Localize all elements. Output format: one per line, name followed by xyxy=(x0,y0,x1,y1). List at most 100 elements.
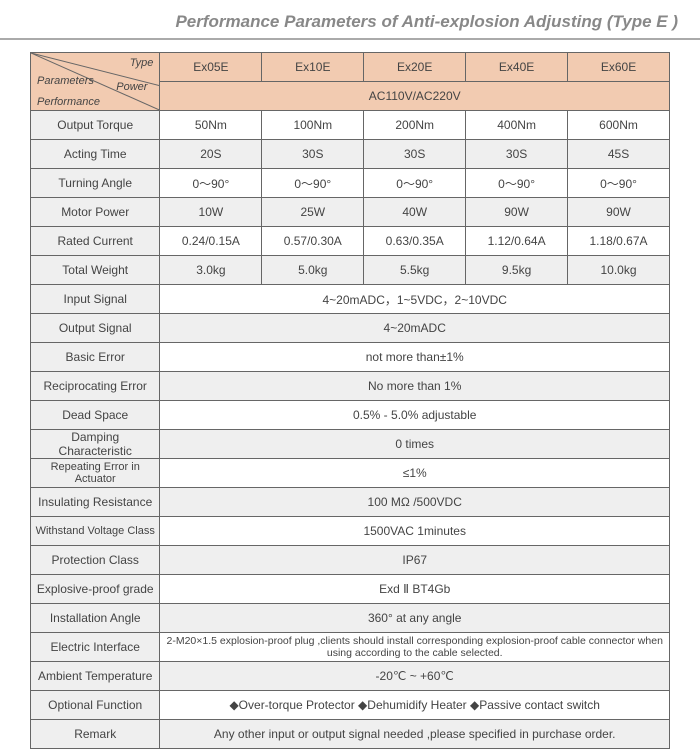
param-value: 200Nm xyxy=(364,111,466,140)
table-row: Output Torque50Nm100Nm200Nm400Nm600Nm xyxy=(31,111,670,140)
header-row-1: Type Parameters Power Performance Ex05E … xyxy=(31,53,670,82)
param-value-span: ≤1% xyxy=(160,459,670,488)
param-label: Optional Function xyxy=(31,691,160,720)
spec-table: Type Parameters Power Performance Ex05E … xyxy=(30,52,670,749)
param-value: 25W xyxy=(262,198,364,227)
param-label: Installation Angle xyxy=(31,604,160,633)
param-label: Ambient Temperature xyxy=(31,662,160,691)
param-value: 90W xyxy=(568,198,670,227)
col-header: Ex05E xyxy=(160,53,262,82)
param-value: 90W xyxy=(466,198,568,227)
param-value-span: 2-M20×1.5 explosion-proof plug ,clients … xyxy=(160,633,670,662)
param-value: 400Nm xyxy=(466,111,568,140)
param-label: Explosive-proof grade xyxy=(31,575,160,604)
param-value: 20S xyxy=(160,140,262,169)
table-row: Withstand Voltage Class1500VAC 1minutes xyxy=(31,517,670,546)
col-header: Ex60E xyxy=(568,53,670,82)
param-value: 3.0kg xyxy=(160,256,262,285)
param-label: Acting Time xyxy=(31,140,160,169)
table-row: Repeating Error in Actuator≤1% xyxy=(31,459,670,488)
param-label: Reciprocating Error xyxy=(31,372,160,401)
param-value: 10.0kg xyxy=(568,256,670,285)
param-value: 5.0kg xyxy=(262,256,364,285)
param-value: 30S xyxy=(364,140,466,169)
param-label: Repeating Error in Actuator xyxy=(31,459,160,488)
param-value: 600Nm xyxy=(568,111,670,140)
param-label: Input Signal xyxy=(31,285,160,314)
param-value: 30S xyxy=(262,140,364,169)
corner-type: Type xyxy=(130,57,154,69)
table-row: Protection ClassIP67 xyxy=(31,546,670,575)
param-value: 10W xyxy=(160,198,262,227)
col-header: Ex20E xyxy=(364,53,466,82)
param-label: Dead Space xyxy=(31,401,160,430)
param-label: Insulating Resistance xyxy=(31,488,160,517)
title-divider xyxy=(0,38,700,40)
table-row: Ambient Temperature-20℃ ~ +60℃ xyxy=(31,662,670,691)
table-row: Input Signal4~20mADC，1~5VDC，2~10VDC xyxy=(31,285,670,314)
table-row: Reciprocating ErrorNo more than 1% xyxy=(31,372,670,401)
param-value-span: -20℃ ~ +60℃ xyxy=(160,662,670,691)
table-row: Insulating Resistance100 MΩ /500VDC xyxy=(31,488,670,517)
param-label: Motor Power xyxy=(31,198,160,227)
param-value: 0～90° xyxy=(364,169,466,198)
param-value: 0～90° xyxy=(466,169,568,198)
param-label: Basic Error xyxy=(31,343,160,372)
col-header: Ex10E xyxy=(262,53,364,82)
param-label: Turning Angle xyxy=(31,169,160,198)
param-value-span: 4~20mADC xyxy=(160,314,670,343)
param-value-span: 100 MΩ /500VDC xyxy=(160,488,670,517)
param-value-span: not more than±1% xyxy=(160,343,670,372)
corner-cell: Type Parameters Power Performance xyxy=(31,53,160,111)
table-row: Motor Power10W25W40W90W90W xyxy=(31,198,670,227)
table-row: Turning Angle0～90°0～90°0～90°0～90°0～90° xyxy=(31,169,670,198)
param-value: 5.5kg xyxy=(364,256,466,285)
table-row: Optional Function◆Over-torque Protector … xyxy=(31,691,670,720)
table-row: Dead Space0.5% - 5.0% adjustable xyxy=(31,401,670,430)
table-row: Rated Current0.24/0.15A0.57/0.30A0.63/0.… xyxy=(31,227,670,256)
param-value-span: 0 times xyxy=(160,430,670,459)
param-value-span: 4~20mADC，1~5VDC，2~10VDC xyxy=(160,285,670,314)
param-value-span: 0.5% - 5.0% adjustable xyxy=(160,401,670,430)
param-value-span: IP67 xyxy=(160,546,670,575)
param-value-span: 360° at any angle xyxy=(160,604,670,633)
param-value: 100Nm xyxy=(262,111,364,140)
param-label: Electric Interface xyxy=(31,633,160,662)
param-label: Protection Class xyxy=(31,546,160,575)
param-value: 1.18/0.67A xyxy=(568,227,670,256)
param-value: 40W xyxy=(364,198,466,227)
param-value: 0.24/0.15A xyxy=(160,227,262,256)
param-value: 30S xyxy=(466,140,568,169)
param-label: Output Torque xyxy=(31,111,160,140)
param-value-span: 1500VAC 1minutes xyxy=(160,517,670,546)
param-label: Output Signal xyxy=(31,314,160,343)
param-label: Rated Current xyxy=(31,227,160,256)
table-row: Output Signal4~20mADC xyxy=(31,314,670,343)
param-value-span: No more than 1% xyxy=(160,372,670,401)
param-value: 0.57/0.30A xyxy=(262,227,364,256)
param-value: 1.12/0.64A xyxy=(466,227,568,256)
col-header: Ex40E xyxy=(466,53,568,82)
table-row: Damping Characteristic0 times xyxy=(31,430,670,459)
table-row: Explosive-proof gradeExd Ⅱ BT4Gb xyxy=(31,575,670,604)
param-value-span: Any other input or output signal needed … xyxy=(160,720,670,749)
table-row: Total Weight3.0kg5.0kg5.5kg9.5kg10.0kg xyxy=(31,256,670,285)
param-label: Damping Characteristic xyxy=(31,430,160,459)
param-label: Withstand Voltage Class xyxy=(31,517,160,546)
param-label: Remark xyxy=(31,720,160,749)
table-row: RemarkAny other input or output signal n… xyxy=(31,720,670,749)
param-value: 0～90° xyxy=(568,169,670,198)
table-row: Acting Time20S30S30S30S45S xyxy=(31,140,670,169)
table-row: Basic Errornot more than±1% xyxy=(31,343,670,372)
param-value: 45S xyxy=(568,140,670,169)
param-value-span: Exd Ⅱ BT4Gb xyxy=(160,575,670,604)
param-value-span: ◆Over-torque Protector ◆Dehumidify Heate… xyxy=(160,691,670,720)
param-label: Total Weight xyxy=(31,256,160,285)
param-value: 0～90° xyxy=(262,169,364,198)
power-row: AC110V/AC220V xyxy=(160,82,670,111)
param-value: 50Nm xyxy=(160,111,262,140)
corner-params: Parameters xyxy=(37,75,94,87)
page-title: Performance Parameters of Anti-explosion… xyxy=(0,0,700,38)
table-row: Installation Angle360° at any angle xyxy=(31,604,670,633)
corner-power: Power xyxy=(116,81,147,93)
